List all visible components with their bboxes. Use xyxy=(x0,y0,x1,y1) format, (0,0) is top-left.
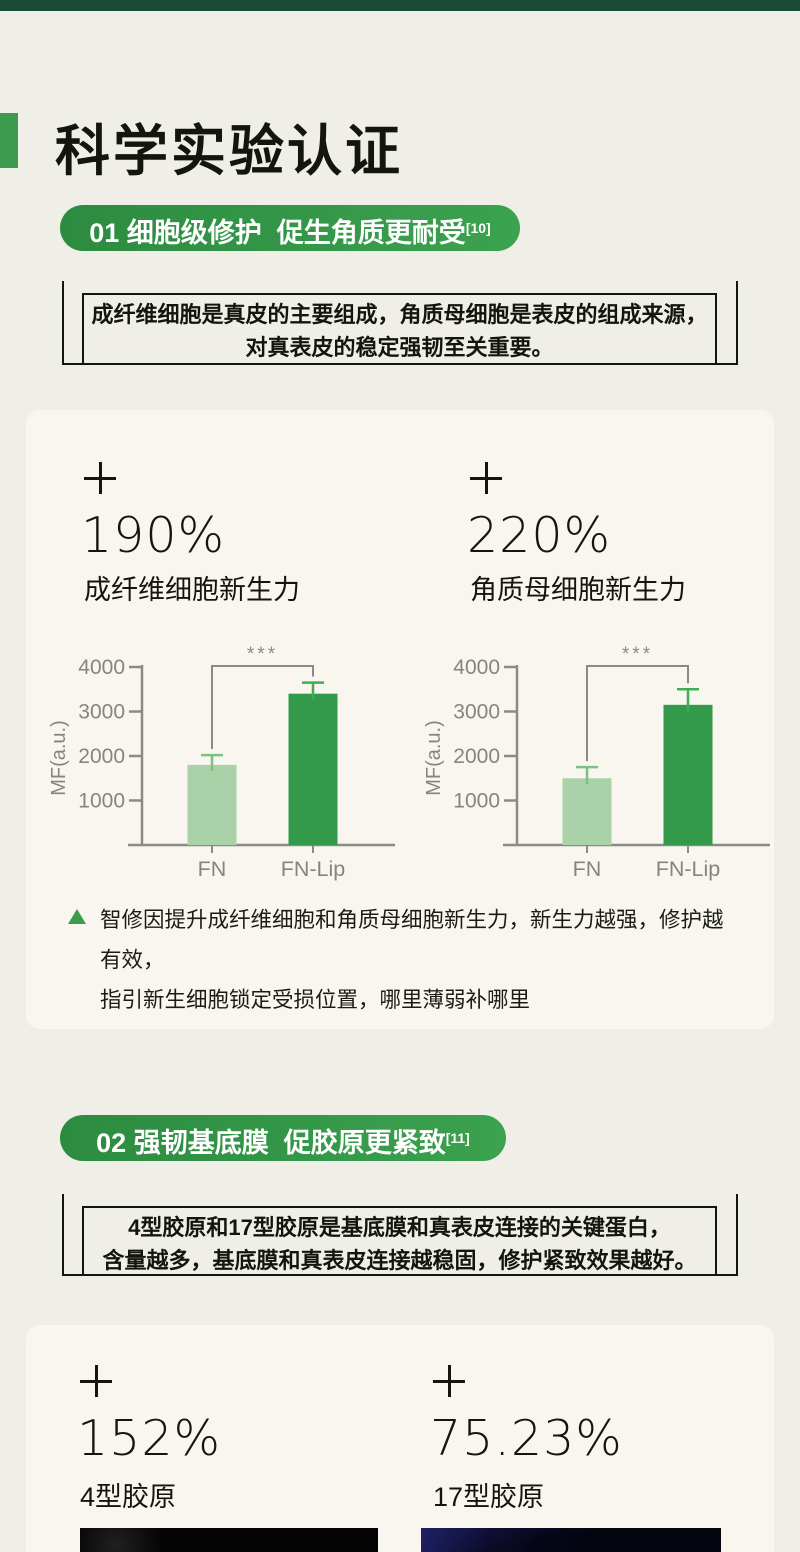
stat-value: 190% xyxy=(81,507,226,564)
section1-card: 190% 成纤维细胞新生力 220% 角质母细胞新生力 1000 2000 3000… xyxy=(26,410,774,1029)
section2-intro-line1: 4型胶原和17型胶原是基底膜和真表皮连接的关键蛋白， xyxy=(128,1215,671,1240)
svg-text:FN: FN xyxy=(573,857,602,881)
stat-value: 220% xyxy=(467,507,612,564)
intro-box1-ornament-bottom-left xyxy=(62,363,84,365)
stat-label: 成纤维细胞新生力 xyxy=(84,575,300,605)
svg-text:FN-Lip: FN-Lip xyxy=(281,857,346,881)
section2-badge-label: 02 强韧基底膜 促胶原更紧致 xyxy=(96,1128,446,1158)
top-accent-bar xyxy=(0,0,800,11)
bar-chart-fibroblast: 1000 2000 3000 4000 MF(a.u.) FN FN-Lip *** xyxy=(43,635,398,890)
microscopy-image-collagen4 xyxy=(80,1528,378,1552)
svg-text:***: *** xyxy=(247,644,278,665)
intro-box1-ornament-right xyxy=(736,281,738,365)
svg-text:4000: 4000 xyxy=(78,656,125,679)
svg-text:2000: 2000 xyxy=(78,745,125,768)
page-title: 科学实验认证 xyxy=(55,120,404,182)
intro-box2-ornament-left xyxy=(62,1194,64,1276)
svg-text:1000: 1000 xyxy=(78,790,125,813)
stat-label: 4型胶原 xyxy=(80,1482,177,1512)
plus-icon xyxy=(84,462,116,494)
intro-box2-ornament-right xyxy=(736,1194,738,1276)
note-line2: 指引新生细胞锁定受损位置，哪里薄弱补哪里 xyxy=(100,988,531,1012)
section1-intro-line2: 对真表皮的稳定强韧至关重要。 xyxy=(245,335,554,360)
svg-text:FN: FN xyxy=(198,857,227,881)
section1-note-text: 智修因提升成纤维细胞和角质母细胞新生力，新生力越强，修护越有效， 指引新生细胞锁… xyxy=(100,900,740,1020)
stat-label: 角质母细胞新生力 xyxy=(470,575,686,605)
intro-box2-ornament-bottom-left xyxy=(62,1274,84,1276)
stat-label: 17型胶原 xyxy=(433,1482,545,1512)
intro-box2-ornament-bottom-right xyxy=(715,1274,738,1276)
svg-text:MF(a.u.): MF(a.u.) xyxy=(423,720,445,796)
note-line1: 智修因提升成纤维细胞和角质母细胞新生力，新生力越强，修护越有效， xyxy=(100,908,724,972)
svg-text:1000: 1000 xyxy=(453,790,500,813)
section1-badge-label: 01 细胞级修护 促生角质更耐受 xyxy=(89,218,466,248)
section2-badge: 02 强韧基底膜 促胶原更紧致[11] xyxy=(60,1115,506,1161)
plus-icon xyxy=(433,1365,465,1397)
stat-value: 152% xyxy=(77,1410,222,1467)
title-accent-block xyxy=(0,113,18,168)
section1-badge: 01 细胞级修护 促生角质更耐受[10] xyxy=(60,205,520,251)
svg-text:3000: 3000 xyxy=(78,701,125,724)
svg-text:3000: 3000 xyxy=(453,701,500,724)
bar-chart-keratinocyte: 1000 2000 3000 4000 MF(a.u.) FN FN-Lip *** xyxy=(418,635,773,890)
intro-box1-ornament-left xyxy=(62,281,64,365)
section2-intro-line2: 含量越多，基底膜和真表皮连接越稳固，修护紧致效果越好。 xyxy=(102,1248,697,1273)
microscopy-image-collagen17 xyxy=(421,1528,721,1552)
section2-badge-footnote: [11] xyxy=(445,1130,470,1146)
svg-text:2000: 2000 xyxy=(453,745,500,768)
section1-intro-line1: 成纤维细胞是真皮的主要组成，角质母细胞是表皮的组成来源， xyxy=(91,302,708,327)
section2-card: 152% 4型胶原 75.23% 17型胶原 xyxy=(26,1325,774,1552)
triangle-bullet-icon xyxy=(68,909,86,924)
plus-icon xyxy=(470,462,502,494)
plus-icon xyxy=(80,1365,112,1397)
svg-text:***: *** xyxy=(622,644,653,665)
svg-text:4000: 4000 xyxy=(453,656,500,679)
section1-badge-footnote: [10] xyxy=(465,220,491,236)
section2-intro-box: 4型胶原和17型胶原是基底膜和真表皮连接的关键蛋白， 含量越多，基底膜和真表皮连… xyxy=(82,1206,717,1276)
section1-intro-box: 成纤维细胞是真皮的主要组成，角质母细胞是表皮的组成来源， 对真表皮的稳定强韧至关… xyxy=(82,293,717,365)
svg-text:MF(a.u.): MF(a.u.) xyxy=(48,720,70,796)
intro-box1-ornament-bottom-right xyxy=(715,363,738,365)
svg-text:FN-Lip: FN-Lip xyxy=(656,857,721,881)
stat-value: 75.23% xyxy=(430,1410,623,1467)
